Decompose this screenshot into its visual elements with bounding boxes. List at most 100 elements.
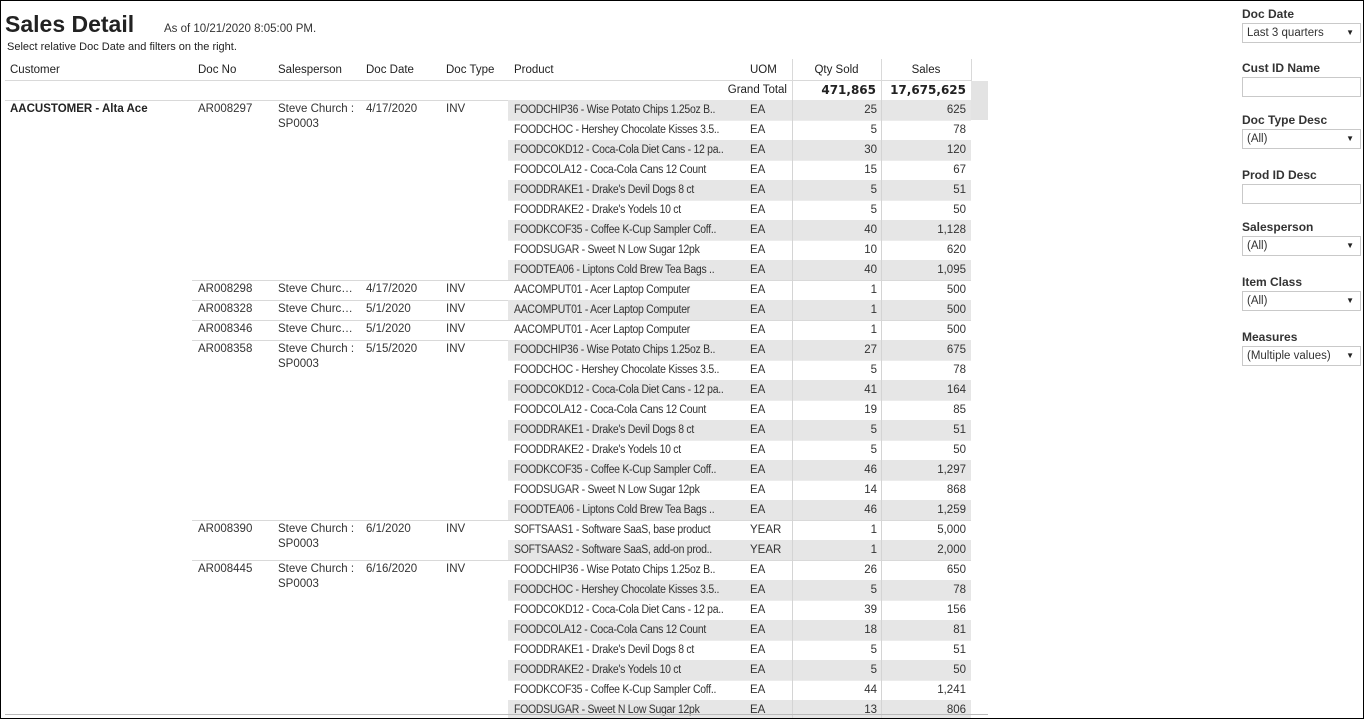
product-cell[interactable]: FOODDRAKE1 - Drake's Devil Dogs 8 ct [514,424,695,436]
doc-no-cell[interactable]: AR008328 [198,303,253,315]
product-cell[interactable]: AACOMPUT01 - Acer Laptop Computer [514,284,690,296]
sales-cell: 50 [953,444,966,456]
column-header-sales[interactable]: Sales [911,64,941,76]
doc-no-cell[interactable]: AR008445 [198,563,253,575]
product-cell[interactable]: FOODDRAKE2 - Drake's Yodels 10 ct [514,204,681,216]
doc-no-cell[interactable]: AR008390 [198,523,253,535]
product-cell[interactable]: AACOMPUT01 - Acer Laptop Computer [514,324,690,336]
product-cell[interactable]: FOODCHOC - Hershey Chocolate Kisses 3.5.… [514,364,720,376]
column-divider [881,100,882,718]
cust-id-name-value [1243,81,1247,93]
column-header-salesperson[interactable]: Salesperson [278,64,342,76]
doc-type-cell: INV [446,343,466,355]
doc-no-cell[interactable]: AR008358 [198,343,253,355]
sales-cell: 156 [946,604,966,616]
product-cell[interactable]: FOODCHIP36 - Wise Potato Chips 1.25oz B.… [514,344,716,356]
product-cell[interactable]: FOODTEA06 - Liptons Cold Brew Tea Bags .… [514,504,715,516]
doc-no-cell[interactable]: AR008298 [198,283,253,295]
filter-label-salesperson: Salesperson [1242,220,1314,234]
doc-group-divider [192,560,971,561]
doc-date-cell: 5/15/2020 [366,343,418,355]
product-cell[interactable]: FOODCOLA12 - Coca-Cola Cans 12 Count [514,164,707,176]
item-class-dropdown[interactable]: (All) ▼ [1242,291,1361,311]
product-cell[interactable]: FOODSUGAR - Sweet N Low Sugar 12pk [514,484,700,496]
uom-cell: YEAR [750,524,782,536]
product-cell[interactable]: FOODCOLA12 - Coca-Cola Cans 12 Count [514,624,707,636]
column-header-uom[interactable]: UOM [750,64,777,76]
doc-group-divider [192,520,971,521]
salesperson-cell: Steve Church : SP0003 [278,103,355,130]
row-band [508,420,971,440]
sales-cell: 1,241 [937,684,966,696]
qty-sold-cell: 5 [870,444,877,456]
uom-cell: EA [750,184,766,196]
column-header-doc-date[interactable]: Doc Date [366,64,414,76]
filter-label-cust-id-name: Cust ID Name [1242,61,1321,75]
chevron-down-icon: ▼ [1346,296,1354,305]
uom-cell: EA [750,304,766,316]
product-cell[interactable]: FOODCHOC - Hershey Chocolate Kisses 3.5.… [514,584,720,596]
product-cell[interactable]: FOODSUGAR - Sweet N Low Sugar 12pk [514,244,700,256]
product-cell[interactable]: FOODDRAKE2 - Drake's Yodels 10 ct [514,444,681,456]
product-cell[interactable]: FOODTEA06 - Liptons Cold Brew Tea Bags .… [514,264,715,276]
column-header-product[interactable]: Product [514,64,554,76]
cust-id-name-input[interactable] [1242,77,1361,97]
column-header-doc-no[interactable]: Doc No [198,64,237,76]
chevron-down-icon: ▼ [1346,134,1354,143]
row-divider [508,200,971,201]
row-divider [508,120,971,121]
product-cell[interactable]: FOODCHIP36 - Wise Potato Chips 1.25oz B.… [514,564,716,576]
sales-cell: 868 [946,484,966,496]
product-cell[interactable]: FOODDRAKE1 - Drake's Devil Dogs 8 ct [514,184,695,196]
qty-sold-cell: 5 [870,204,877,216]
item-class-value: (All) [1247,295,1268,307]
product-cell[interactable]: FOODCOKD12 - Coca-Cola Diet Cans - 12 pa… [514,144,724,156]
uom-cell: EA [750,144,766,156]
doc-type-desc-dropdown[interactable]: (All) ▼ [1242,129,1361,149]
doc-no-cell[interactable]: AR008346 [198,323,253,335]
uom-cell: EA [750,684,766,696]
measures-dropdown[interactable]: (Multiple values) ▼ [1242,346,1361,366]
doc-date-dropdown[interactable]: Last 3 quarters ▼ [1242,23,1361,43]
product-cell[interactable]: FOODCOKD12 - Coca-Cola Diet Cans - 12 pa… [514,604,724,616]
vertical-scrollbar[interactable] [971,81,988,120]
row-divider [508,440,971,441]
qty-sold-cell: 26 [864,564,877,576]
as-of-timestamp: As of 10/21/2020 8:05:00 PM. [164,23,317,35]
row-divider [508,400,971,401]
sales-cell: 1,259 [937,504,966,516]
column-header-doc-type[interactable]: Doc Type [446,64,495,76]
row-band [508,460,971,480]
product-cell[interactable]: FOODCOLA12 - Coca-Cola Cans 12 Count [514,404,707,416]
product-cell[interactable]: FOODDRAKE1 - Drake's Devil Dogs 8 ct [514,644,695,656]
header-divider [5,80,971,81]
product-cell[interactable]: FOODKCOF35 - Coffee K-Cup Sampler Coff.. [514,224,717,236]
doc-type-cell: INV [446,563,466,575]
sales-cell: 78 [953,584,966,596]
product-cell[interactable]: SOFTSAAS1 - Software SaaS, base product [514,524,711,536]
row-divider [508,480,971,481]
product-cell[interactable]: FOODKCOF35 - Coffee K-Cup Sampler Coff.. [514,464,717,476]
column-header-customer[interactable]: Customer [10,64,60,76]
prod-id-desc-input[interactable] [1242,184,1361,204]
sales-cell: 500 [946,304,966,316]
chevron-down-icon: ▼ [1346,241,1354,250]
product-cell[interactable]: FOODCHOC - Hershey Chocolate Kisses 3.5.… [514,124,720,136]
product-cell[interactable]: FOODSUGAR - Sweet N Low Sugar 12pk [514,704,700,716]
product-cell[interactable]: FOODDRAKE2 - Drake's Yodels 10 ct [514,664,681,676]
salesperson-dropdown[interactable]: (All) ▼ [1242,236,1361,256]
product-cell[interactable]: AACOMPUT01 - Acer Laptop Computer [514,304,690,316]
salesperson-cell: Steve Church : SP0003 [278,563,355,590]
grand-total-divider [5,100,971,101]
column-header-qty-sold[interactable]: Qty Sold [814,64,859,76]
qty-sold-cell: 1 [870,544,877,556]
doc-no-cell[interactable]: AR008297 [198,103,253,115]
product-cell[interactable]: FOODCOKD12 - Coca-Cola Diet Cans - 12 pa… [514,384,724,396]
qty-sold-cell: 25 [864,104,877,116]
sales-cell: 78 [953,364,966,376]
product-cell[interactable]: FOODCHIP36 - Wise Potato Chips 1.25oz B.… [514,104,716,116]
uom-cell: EA [750,224,766,236]
product-cell[interactable]: FOODKCOF35 - Coffee K-Cup Sampler Coff.. [514,684,717,696]
product-cell[interactable]: SOFTSAAS2 - Software SaaS, add-on prod.. [514,544,712,556]
qty-sold-cell: 5 [870,364,877,376]
